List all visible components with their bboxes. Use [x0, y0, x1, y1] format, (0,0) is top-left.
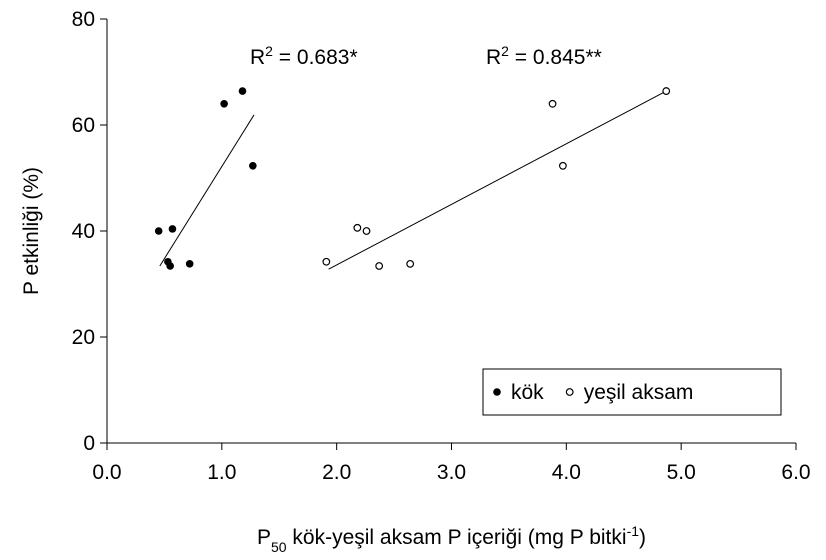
text-part: = 0.845** — [509, 46, 602, 69]
point — [662, 87, 671, 95]
point — [185, 260, 194, 268]
text-part: ) — [639, 526, 646, 549]
point — [322, 257, 331, 266]
y-tick-label: 80 — [72, 8, 95, 31]
text-part: P — [257, 526, 271, 549]
point — [166, 262, 174, 270]
point — [168, 225, 177, 233]
point — [548, 99, 557, 108]
legend-box — [482, 368, 782, 416]
y-axis-label: P etkinliği (%) — [20, 167, 43, 295]
legend-marker — [493, 388, 501, 396]
x-tick-label: 5.0 — [667, 461, 696, 484]
text-part: = 0.683* — [273, 46, 358, 69]
text-part: -1 — [627, 523, 640, 539]
text-part: R — [486, 46, 501, 69]
point — [558, 161, 567, 170]
point — [375, 262, 384, 270]
point — [362, 227, 371, 235]
text-part: 50 — [271, 539, 287, 555]
point — [406, 259, 415, 268]
y-tick-label: 20 — [72, 326, 95, 349]
y-tick-label: 40 — [72, 220, 95, 243]
trend-line — [159, 114, 255, 267]
text-part: 2 — [501, 43, 509, 59]
trend-line — [328, 90, 667, 270]
point — [353, 223, 362, 232]
text-part: R — [250, 46, 265, 69]
x-tick-label: 3.0 — [437, 461, 466, 484]
point — [154, 227, 163, 235]
x-tick-label: 4.0 — [552, 461, 581, 484]
text-part: kök-yeşil aksam P içeriği (mg P bitki — [287, 526, 627, 549]
point — [249, 162, 257, 170]
text-part: 2 — [265, 43, 273, 59]
x-tick-label: 1.0 — [207, 461, 236, 484]
y-tick-label: 0 — [83, 432, 95, 455]
x-axis-label: P50 kök-yeşil aksam P içeriği (mg P bitk… — [257, 523, 646, 555]
legend-marker — [565, 388, 574, 396]
x-tick-label: 6.0 — [781, 461, 810, 484]
point — [220, 100, 228, 108]
x-tick-label: 2.0 — [322, 461, 351, 484]
legend-label: kök — [511, 381, 544, 404]
x-tick-label: 0.0 — [92, 461, 121, 484]
legend-label: yeşil aksam — [584, 381, 694, 404]
annotation: R2 = 0.683* — [250, 43, 358, 69]
y-tick-label: 60 — [72, 114, 95, 137]
point — [238, 87, 247, 95]
annotation: R2 = 0.845** — [486, 43, 602, 69]
